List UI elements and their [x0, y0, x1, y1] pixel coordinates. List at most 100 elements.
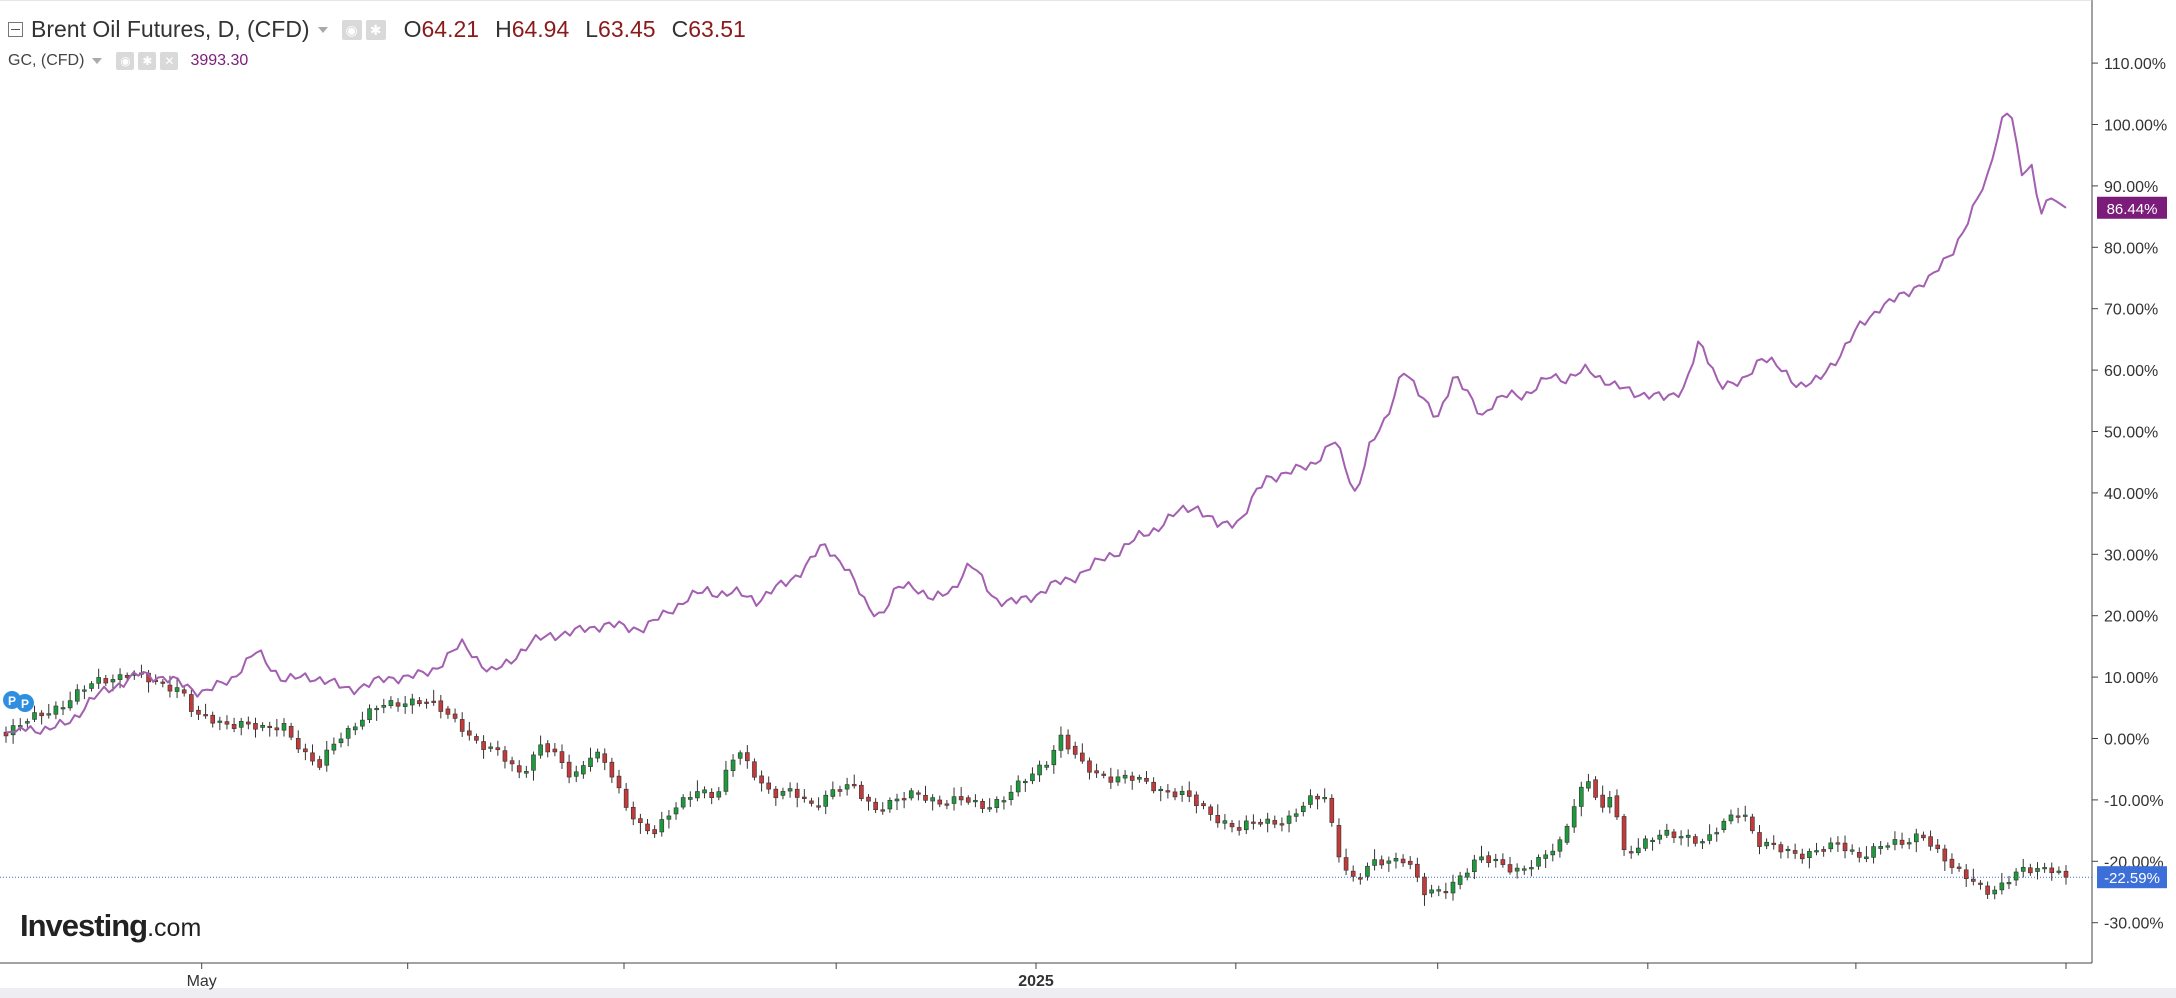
candle-body	[238, 721, 244, 728]
candle-body	[1878, 846, 1883, 849]
candle-body	[25, 721, 30, 724]
candle-body	[1978, 882, 1983, 885]
candle-body	[1514, 867, 1520, 872]
candle-body	[1450, 881, 1456, 894]
candle-body	[1101, 773, 1107, 776]
candle-body	[851, 784, 857, 787]
candle-body	[1194, 794, 1199, 806]
candle-body	[965, 797, 971, 803]
candle-body	[1457, 875, 1463, 885]
candle-body	[2013, 871, 2019, 881]
candle-body	[773, 788, 779, 799]
candle-body	[1856, 852, 1862, 858]
candle-body	[1664, 829, 1670, 836]
y-tick-label: 20.00%	[2104, 609, 2158, 626]
y-tick-label: 40.00%	[2104, 486, 2158, 503]
candle-body	[438, 700, 444, 712]
candle-body	[545, 743, 551, 753]
candle-body	[253, 723, 258, 730]
candle-body	[1949, 858, 1955, 868]
candle-body	[1129, 775, 1135, 781]
candle-body	[951, 796, 957, 804]
candle-body	[267, 725, 273, 728]
candle-body	[409, 698, 415, 706]
candle-body	[1436, 889, 1442, 892]
candle-body	[1115, 776, 1121, 783]
candle-body	[1942, 848, 1948, 862]
chevron-down-icon[interactable]	[92, 58, 103, 64]
candle-body	[1051, 749, 1057, 766]
candle-body	[509, 760, 515, 765]
candle-body	[1464, 872, 1470, 878]
candle-body	[2056, 870, 2062, 873]
candle-body	[246, 721, 251, 725]
y-tick-label: 50.00%	[2104, 425, 2158, 442]
candle-body	[1023, 780, 1028, 784]
open-value: O64.21	[403, 16, 480, 42]
candle-body	[1757, 832, 1762, 847]
candle-body	[1771, 842, 1777, 845]
main-symbol-title[interactable]: Brent Oil Futures, D, (CFD)	[31, 16, 310, 42]
investing-logo[interactable]: Investing.com	[20, 908, 201, 944]
candle-body	[1578, 786, 1584, 807]
candle-body	[1550, 850, 1556, 856]
candle-body	[1864, 856, 1869, 859]
event-marker-label: P	[21, 697, 29, 711]
candle-body	[374, 707, 379, 711]
candle-body	[652, 829, 657, 835]
brent-price-badge-label: -22.59%	[2104, 870, 2160, 887]
candle-body	[60, 707, 66, 710]
gear-icon[interactable]: ✱	[365, 19, 386, 40]
chevron-down-icon[interactable]	[317, 26, 328, 33]
candle-body	[295, 738, 301, 750]
candle-body	[1201, 803, 1206, 807]
candle-body	[1137, 776, 1142, 780]
candle-body	[766, 782, 771, 790]
compare-symbol-title[interactable]: GC, (CFD)	[8, 52, 85, 69]
candle-body	[1571, 806, 1577, 828]
gc-price-badge-label: 86.44%	[2107, 201, 2158, 218]
candle-body	[930, 797, 935, 802]
candle-body	[1607, 797, 1613, 808]
candle-body	[1144, 777, 1149, 782]
candle-body	[623, 788, 629, 808]
candle-body	[2035, 868, 2040, 872]
collapse-icon[interactable]	[8, 22, 23, 37]
gc-price-badge	[2097, 196, 2167, 219]
logo-brand: Investing	[20, 908, 148, 943]
candle-body	[1001, 800, 1007, 803]
gear-icon[interactable]: ✱	[138, 52, 157, 70]
y-tick-label: 110.00%	[2104, 56, 2166, 73]
compare-value: 3993.30	[190, 52, 249, 69]
close-value: C63.51	[671, 16, 746, 42]
candle-body	[923, 794, 928, 801]
candle-body	[67, 700, 73, 709]
candle-body	[1350, 870, 1356, 877]
candle-body	[1557, 839, 1563, 852]
eye-icon[interactable]: ◉	[116, 52, 135, 70]
candle-body	[802, 796, 807, 799]
candle-body	[516, 765, 522, 773]
candle-body	[360, 719, 365, 727]
candle-body	[1015, 780, 1021, 793]
candle-body	[32, 712, 37, 720]
candle-body	[1179, 790, 1185, 796]
close-icon[interactable]: ✕	[160, 52, 179, 70]
candle-body	[402, 703, 408, 707]
candle-body	[338, 738, 344, 744]
y-tick-label: -30.00%	[2104, 916, 2164, 933]
candle-body	[103, 678, 109, 684]
candle-body	[1842, 842, 1848, 852]
candle-body	[638, 818, 643, 824]
candle-body	[274, 727, 280, 731]
candle-body	[980, 800, 985, 809]
candle-body	[310, 752, 315, 762]
candle-body	[395, 702, 401, 707]
candle-body	[916, 792, 921, 795]
eye-icon[interactable]: ◉	[341, 19, 362, 40]
candle-body	[1030, 773, 1035, 782]
candle-body	[189, 694, 194, 712]
candle-body	[659, 819, 665, 833]
candle-body	[388, 700, 394, 706]
